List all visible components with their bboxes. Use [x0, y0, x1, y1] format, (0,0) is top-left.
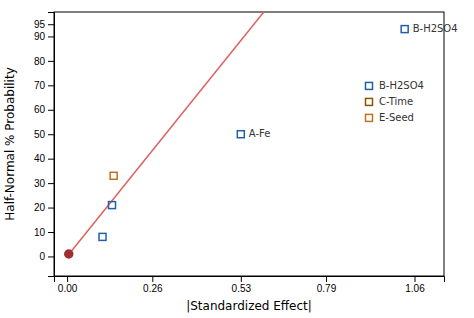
legend-swatch [366, 82, 373, 89]
tick-mark [48, 208, 54, 209]
reference-line [67, 12, 264, 256]
tick-label: 10 [34, 227, 46, 238]
legend-label: B-H2SO4 [379, 80, 424, 91]
point-label: A-Fe [249, 128, 271, 139]
tick-mark [67, 276, 68, 282]
tick: 0.53 [232, 276, 252, 294]
tick: 20 [34, 202, 54, 213]
tick-label: 0.26 [143, 283, 163, 294]
tick: 70 [34, 80, 54, 91]
tick-label: 70 [34, 80, 46, 91]
tick-label: 20 [34, 202, 46, 213]
tick: 0.26 [143, 276, 163, 294]
tick-mark [48, 159, 54, 160]
tick-mark [48, 134, 54, 135]
tick-label: 1.06 [405, 283, 425, 294]
legend-label: E-Seed [379, 112, 414, 123]
tick: 95 [34, 19, 54, 30]
tick: 0.79 [317, 276, 337, 294]
axis-line [55, 277, 445, 283]
tick-mark [48, 36, 54, 37]
tick: 80 [34, 56, 54, 67]
tick-mark [415, 276, 416, 282]
point [65, 250, 73, 258]
axis-line [48, 13, 55, 277]
tick: 50 [34, 129, 54, 140]
tick-mark [48, 61, 54, 62]
tick: 30 [34, 178, 54, 189]
tick: 10 [34, 227, 54, 238]
tick: 40 [34, 153, 54, 164]
tick-label: 0.00 [58, 283, 78, 294]
tick-mark [326, 276, 327, 282]
point [237, 131, 244, 138]
legend-swatch [366, 114, 373, 121]
tick: 60 [34, 104, 54, 115]
tick-mark [48, 232, 54, 233]
tick-label: 30 [34, 178, 46, 189]
tick-label: 0 [39, 251, 45, 262]
tick-label: 90 [34, 31, 46, 42]
tick-mark [48, 85, 54, 86]
y-axis-title: Half-Normal % Probability [3, 67, 17, 221]
x-axis: 0.00 0.26 0.53 0.79 1.06 [55, 276, 445, 294]
tick-label: 95 [34, 19, 46, 30]
tick-mark [152, 276, 153, 282]
tick-mark [48, 256, 54, 257]
legend-swatch [366, 98, 373, 105]
tick-label: 40 [34, 153, 46, 164]
point [109, 202, 116, 209]
tick: 90 [34, 31, 54, 42]
point [110, 172, 117, 179]
tick-label: 60 [34, 104, 46, 115]
point [401, 26, 408, 33]
tick-mark [48, 110, 54, 111]
tick-mark [241, 276, 242, 282]
tick-mark [48, 183, 54, 184]
y-axis: 0 10 20 30 40 50 60 70 80 9095 [34, 13, 55, 277]
tick-label: 0.53 [232, 283, 252, 294]
x-axis-title: |Standardized Effect| [186, 299, 312, 313]
plot-frame [54, 12, 444, 276]
tick: 0.00 [58, 276, 78, 294]
tick: 0 [39, 251, 54, 262]
tick-label: 50 [34, 129, 46, 140]
tick-mark [48, 24, 54, 25]
marks [65, 12, 408, 258]
legend: B-H2SO4 C-Time E-Seed [366, 80, 424, 123]
chart: 0.00 0.26 0.53 0.79 1.06 0 10 20 30 40 50 60 70 80 909… [0, 0, 474, 318]
legend-label: C-Time [379, 96, 413, 107]
point [99, 233, 106, 240]
tick-label: 80 [34, 56, 46, 67]
tick: 1.06 [405, 276, 425, 294]
tick-label: 0.79 [317, 283, 337, 294]
point-label: B-H2SO4 [413, 23, 458, 34]
